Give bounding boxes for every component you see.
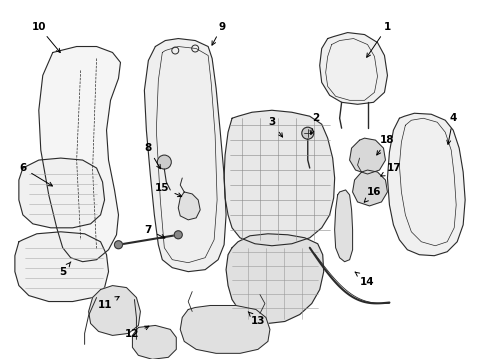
Text: 14: 14 <box>355 272 375 287</box>
Text: 16: 16 <box>364 187 382 202</box>
Text: 5: 5 <box>59 262 71 276</box>
Polygon shape <box>388 113 465 256</box>
Text: 17: 17 <box>381 163 402 176</box>
Polygon shape <box>226 234 324 323</box>
Text: 6: 6 <box>19 163 52 186</box>
Polygon shape <box>132 325 176 359</box>
Polygon shape <box>39 46 121 262</box>
Text: 8: 8 <box>145 143 160 169</box>
Text: 3: 3 <box>268 117 283 137</box>
Circle shape <box>115 241 122 249</box>
Text: 7: 7 <box>145 225 165 238</box>
Text: 2: 2 <box>310 113 319 134</box>
Circle shape <box>174 231 182 239</box>
Circle shape <box>302 127 314 139</box>
Text: 13: 13 <box>248 312 265 327</box>
Polygon shape <box>89 285 141 336</box>
Text: 10: 10 <box>31 22 60 53</box>
Polygon shape <box>180 306 270 353</box>
Polygon shape <box>145 39 226 272</box>
Text: 12: 12 <box>125 326 149 339</box>
Text: 11: 11 <box>98 297 119 310</box>
Text: 9: 9 <box>212 22 226 45</box>
Polygon shape <box>353 170 388 206</box>
Polygon shape <box>224 110 335 246</box>
Polygon shape <box>335 190 353 262</box>
Text: 1: 1 <box>367 22 391 57</box>
Polygon shape <box>319 32 388 104</box>
Polygon shape <box>15 232 108 302</box>
Circle shape <box>157 155 171 169</box>
Text: 18: 18 <box>377 135 395 155</box>
Polygon shape <box>349 138 386 174</box>
Polygon shape <box>19 158 104 228</box>
Polygon shape <box>178 192 200 220</box>
Text: 15: 15 <box>155 183 182 197</box>
Text: 4: 4 <box>447 113 457 144</box>
